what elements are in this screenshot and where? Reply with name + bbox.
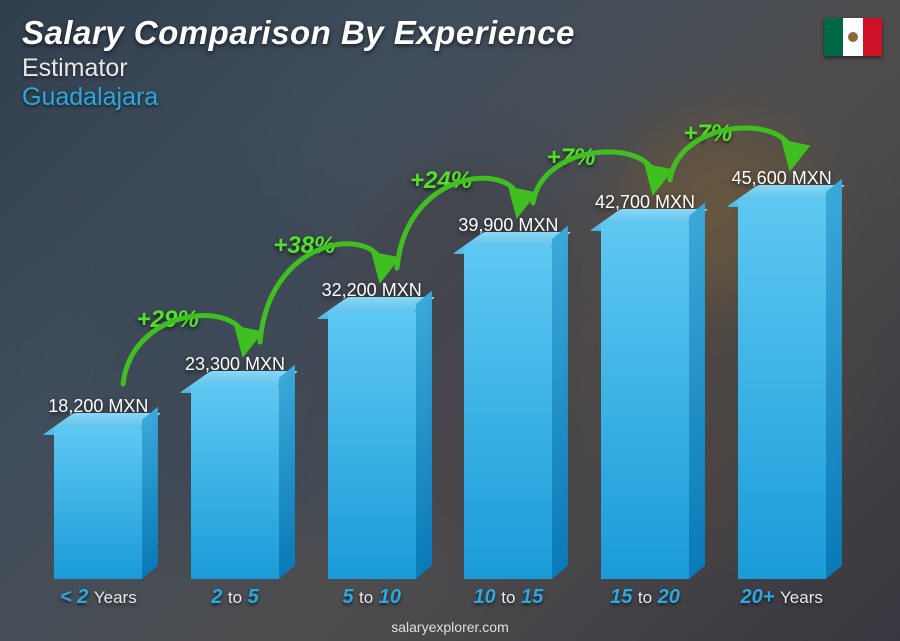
- bar: [738, 199, 826, 579]
- x-tick: < 2 Years: [30, 586, 167, 609]
- bar-slot: 18,200 MXN: [30, 145, 167, 579]
- x-tick: 15 to 20: [577, 586, 714, 609]
- bar-slot: 45,600 MXN: [713, 145, 850, 579]
- x-tick: 20+ Years: [713, 586, 850, 609]
- bar-slot: 23,300 MXN: [167, 145, 304, 579]
- pct-change-label: +38%: [273, 232, 335, 260]
- x-axis: < 2 Years2 to 55 to 1010 to 1515 to 2020…: [30, 586, 850, 609]
- job-title: Estimator: [22, 54, 575, 83]
- flag-emblem: [848, 32, 858, 42]
- bar-side-face: [552, 226, 568, 579]
- bar-slot: 42,700 MXN: [577, 145, 714, 579]
- bar-side-face: [279, 365, 295, 579]
- bar-front-face: [601, 223, 689, 579]
- bar-side-face: [689, 203, 705, 579]
- bar: [601, 223, 689, 579]
- bar-front-face: [54, 427, 142, 579]
- bar-side-face: [416, 291, 432, 579]
- flag-stripe-green: [824, 18, 843, 56]
- bar-front-face: [328, 311, 416, 579]
- bar-front-face: [738, 199, 826, 579]
- location: Guadalajara: [22, 83, 575, 112]
- bar: [328, 311, 416, 579]
- pct-change-label: +29%: [137, 306, 199, 334]
- bar: [464, 246, 552, 579]
- x-tick: 5 to 10: [303, 586, 440, 609]
- pct-change-label: +7%: [547, 144, 596, 172]
- bar: [191, 385, 279, 579]
- bar-chart: 18,200 MXN23,300 MXN32,200 MXN39,900 MXN…: [30, 145, 850, 579]
- header: Salary Comparison By Experience Estimato…: [22, 14, 575, 112]
- pct-change-label: +7%: [683, 120, 732, 148]
- bar-side-face: [826, 179, 842, 579]
- page-title: Salary Comparison By Experience: [22, 14, 575, 52]
- flag-stripe-white: [843, 18, 862, 56]
- flag-stripe-red: [863, 18, 882, 56]
- bar-front-face: [464, 246, 552, 579]
- bar: [54, 427, 142, 579]
- x-tick: 2 to 5: [167, 586, 304, 609]
- bar-side-face: [142, 407, 158, 579]
- flag-icon: [824, 18, 882, 56]
- pct-change-label: +24%: [410, 167, 472, 195]
- x-tick: 10 to 15: [440, 586, 577, 609]
- bar-slot: 39,900 MXN: [440, 145, 577, 579]
- bar-slot: 32,200 MXN: [303, 145, 440, 579]
- footer-credit: salaryexplorer.com: [0, 619, 900, 635]
- bar-front-face: [191, 385, 279, 579]
